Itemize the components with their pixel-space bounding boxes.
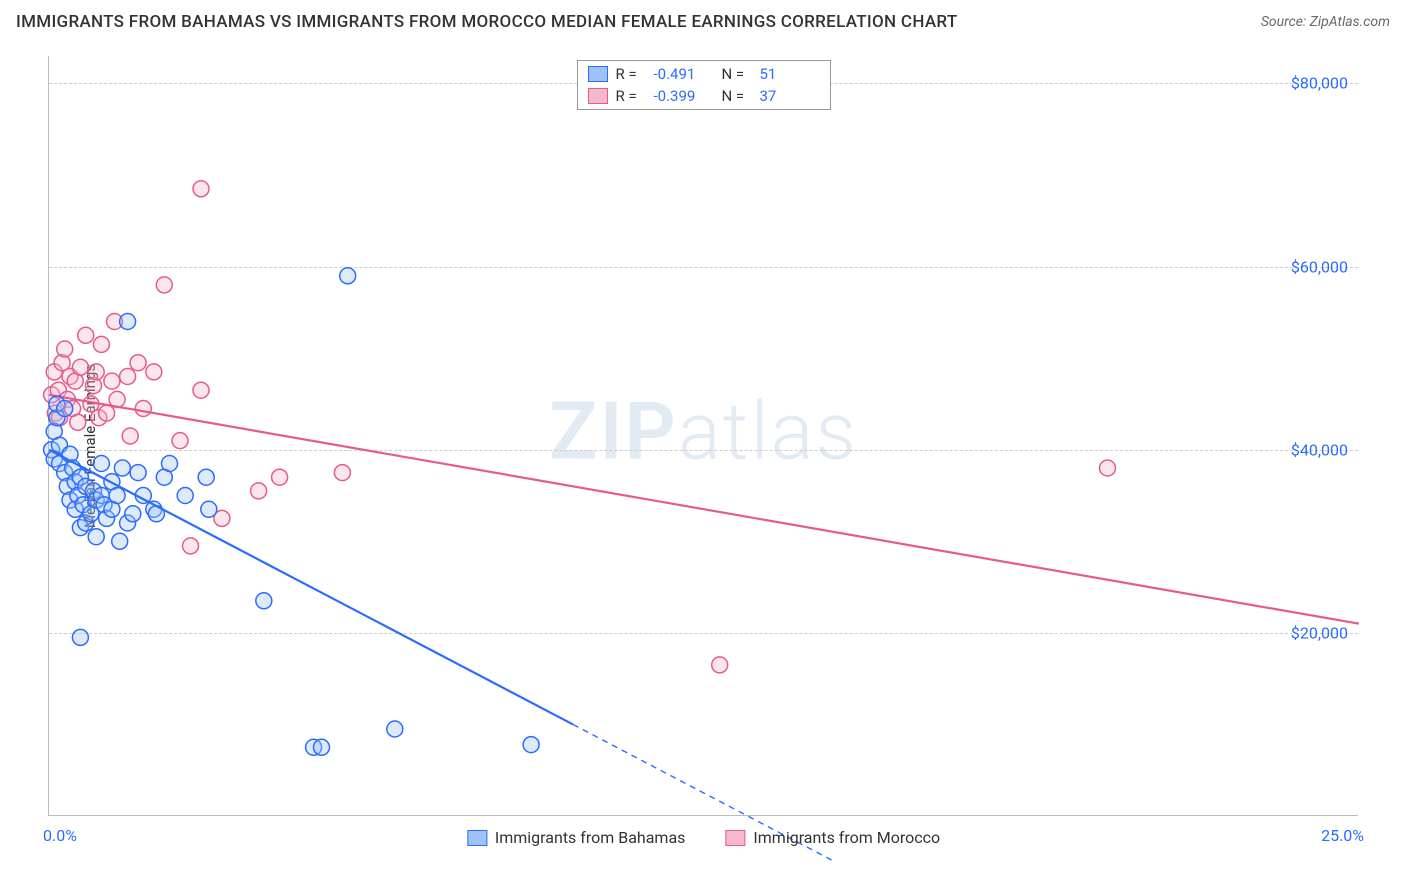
r-label: R = xyxy=(616,87,646,105)
scatter-point xyxy=(183,538,199,554)
scatter-point xyxy=(314,739,330,755)
scatter-point xyxy=(198,469,214,485)
scatter-point xyxy=(387,721,403,737)
scatter-point xyxy=(193,181,209,197)
trend-line xyxy=(49,450,573,725)
scatter-point xyxy=(109,488,125,504)
series-legend: Immigrants from Bahamas Immigrants from … xyxy=(467,828,940,847)
scatter-point xyxy=(72,629,88,645)
scatter-point xyxy=(256,593,272,609)
scatter-point xyxy=(104,373,120,389)
n-value-morocco: 37 xyxy=(760,87,820,105)
scatter-point xyxy=(122,428,138,444)
scatter-point xyxy=(93,456,109,472)
scatter-point xyxy=(125,506,141,522)
r-value-bahamas: -0.491 xyxy=(654,65,714,83)
swatch-bahamas-icon xyxy=(467,830,487,846)
r-value-morocco: -0.399 xyxy=(654,87,714,105)
swatch-bahamas-icon xyxy=(588,66,608,82)
scatter-point xyxy=(88,364,104,380)
swatch-morocco-icon xyxy=(725,830,745,846)
x-tick-label: 0.0% xyxy=(43,826,77,845)
chart-header: IMMIGRANTS FROM BAHAMAS VS IMMIGRANTS FR… xyxy=(0,0,1406,44)
scatter-point xyxy=(162,456,178,472)
scatter-point xyxy=(120,314,136,330)
scatter-point xyxy=(1100,460,1116,476)
n-value-bahamas: 51 xyxy=(760,65,820,83)
scatter-point xyxy=(78,327,94,343)
legend-row-bahamas: R = -0.491 N = 51 xyxy=(578,63,830,85)
scatter-point xyxy=(88,529,104,545)
scatter-point xyxy=(156,277,172,293)
scatter-point xyxy=(272,469,288,485)
scatter-point xyxy=(177,488,193,504)
scatter-point xyxy=(334,465,350,481)
scatter-point xyxy=(130,465,146,481)
legend-row-morocco: R = -0.399 N = 37 xyxy=(578,85,830,107)
scatter-svg xyxy=(49,56,1358,815)
scatter-point xyxy=(99,405,115,421)
swatch-morocco-icon xyxy=(588,88,608,104)
scatter-point xyxy=(251,483,267,499)
x-tick-label: 25.0% xyxy=(1321,826,1364,845)
scatter-point xyxy=(114,460,130,476)
scatter-point xyxy=(146,364,162,380)
legend-label-bahamas: Immigrants from Bahamas xyxy=(495,828,686,847)
scatter-point xyxy=(120,369,136,385)
r-label: R = xyxy=(616,65,646,83)
legend-label-morocco: Immigrants from Morocco xyxy=(753,828,940,847)
scatter-point xyxy=(523,737,539,753)
legend-item-bahamas: Immigrants from Bahamas xyxy=(467,828,686,847)
chart-source: Source: ZipAtlas.com xyxy=(1261,14,1390,30)
scatter-point xyxy=(93,336,109,352)
legend-item-morocco: Immigrants from Morocco xyxy=(725,828,940,847)
scatter-point xyxy=(72,359,88,375)
correlation-legend: R = -0.491 N = 51 R = -0.399 N = 37 xyxy=(577,60,831,110)
scatter-point xyxy=(57,401,73,417)
scatter-point xyxy=(135,401,151,417)
scatter-point xyxy=(712,657,728,673)
scatter-point xyxy=(193,382,209,398)
trend-line xyxy=(49,395,1359,624)
chart-title: IMMIGRANTS FROM BAHAMAS VS IMMIGRANTS FR… xyxy=(16,12,958,32)
n-label: N = xyxy=(722,87,752,105)
scatter-point xyxy=(70,414,86,430)
plot-area: ZIPatlas $20,000$40,000$60,000$80,000 R … xyxy=(48,56,1358,816)
scatter-point xyxy=(112,533,128,549)
n-label: N = xyxy=(722,65,752,83)
scatter-point xyxy=(172,433,188,449)
scatter-point xyxy=(130,355,146,371)
scatter-point xyxy=(340,268,356,284)
scatter-point xyxy=(201,501,217,517)
scatter-point xyxy=(57,341,73,357)
